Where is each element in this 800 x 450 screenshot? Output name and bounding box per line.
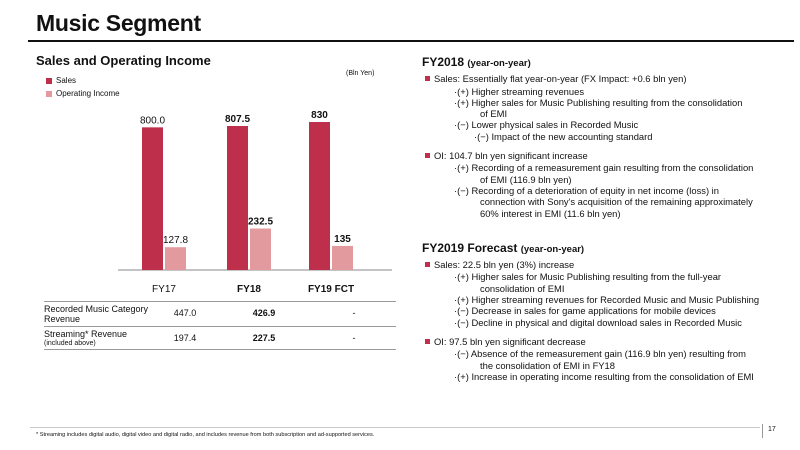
fy2018-heading: FY2018 (year-on-year) — [422, 55, 792, 69]
legend-label-operating-income: Operating Income — [56, 89, 120, 98]
page-title: Music Segment — [36, 10, 201, 36]
table-cell: 227.5 — [216, 326, 312, 350]
chart-title: Sales and Operating Income — [36, 53, 211, 68]
fy2018-oi-item: ·(+) Recording of a remeasurement gain r… — [454, 162, 754, 174]
table-row: Recorded Music Category Revenue 447.0 42… — [44, 301, 396, 327]
table-row-label: Recorded Music Category Revenue — [44, 301, 154, 327]
bar-chart: 800.0 127.8 FY17 807.5 232.5 FY18 830 135 FY19 F… — [118, 110, 392, 295]
table-cell: 426.9 — [216, 301, 312, 327]
bar-operating-income — [332, 245, 353, 270]
data-label-sales: 807.5 — [225, 114, 250, 125]
data-label-sales: 800.0 — [140, 115, 165, 126]
fy2018-sales-item: ·(−) Lower physical sales in Recorded Mu… — [454, 119, 639, 131]
fy2019-oi-bullet: OI: 97.5 bln yen significant decrease — [422, 336, 792, 347]
table-row-label-text: Recorded Music Category Revenue — [44, 304, 149, 324]
table-cell: 197.4 — [154, 326, 216, 350]
fy2019-sales-item: ·(−) Decrease in sales for game applicat… — [454, 305, 716, 317]
bar-operating-income — [250, 228, 271, 270]
unit-note: (Bln Yen) — [346, 70, 375, 77]
fy2019-sales-item-cont: consolidation of EMI — [480, 282, 565, 294]
fy2019-oi-item: ·(+) Increase in operating income result… — [454, 370, 754, 382]
fy2018-sales-item: ·(+) Higher streaming revenues — [454, 85, 585, 97]
fy2019-title-suffix: (year-on-year) — [520, 243, 585, 255]
fy2019-oi-item-cont: the consolidation of EMI in FY18 — [480, 359, 615, 371]
legend-item-operating-income: Operating Income — [46, 87, 120, 100]
fy2018-oi-item-cont: 60% interest in EMI (11.6 bln yen) — [480, 207, 621, 219]
fy2018-sales-subitem: ·(−) Impact of the new accounting standa… — [474, 130, 653, 142]
category-label: FY17 — [152, 284, 176, 295]
fy2018-oi-bullet: OI: 104.7 bln yen significant increase — [422, 150, 792, 161]
fy2018-sales-bullet: Sales: Essentially flat year-on-year (FX… — [422, 73, 792, 84]
table-row-sublabel: (included above) — [44, 340, 96, 347]
legend-label-sales: Sales — [56, 76, 77, 85]
table-cell: - — [312, 301, 396, 327]
data-label-sales: 830 — [311, 110, 328, 121]
fy2018-title: FY2018 — [422, 55, 465, 69]
footnote: * Streaming includes digital audio, digi… — [36, 432, 375, 438]
legend-swatch-operating-income — [46, 90, 52, 97]
table-row-label: Streaming* Revenue (included above) — [44, 326, 154, 350]
legend-item-sales: Sales — [46, 74, 120, 87]
fy2018-sales-item-cont: of EMI — [480, 108, 508, 120]
fy2019-sales-bullet: Sales: 22.5 bln yen (3%) increase — [422, 259, 792, 270]
fy2019-oi-item: ·(−) Absence of the remeasurement gain (… — [454, 348, 746, 360]
table-row: Streaming* Revenue (included above) 197.… — [44, 326, 396, 350]
table-cell: 447.0 — [154, 301, 216, 327]
chart-legend: Sales Operating Income — [46, 74, 120, 100]
page-number-divider — [762, 424, 763, 438]
bar-sales — [309, 122, 330, 270]
footer-divider — [30, 427, 760, 428]
revenue-table: Recorded Music Category Revenue 447.0 42… — [44, 301, 396, 350]
bar-sales — [142, 127, 163, 270]
data-label-operating-income: 135 — [334, 234, 351, 245]
fy2019-sales-item: ·(+) Higher sales for Music Publishing r… — [454, 271, 722, 283]
fy2019-sales-item: ·(+) Higher streaming revenues for Recor… — [454, 294, 760, 306]
bar-sales — [227, 126, 248, 270]
title-divider — [28, 40, 794, 42]
fy2018-oi-item-cont: connection with Sony's acquisition of th… — [480, 196, 753, 208]
data-label-operating-income: 127.8 — [163, 235, 188, 246]
table-row-label-text: Streaming* Revenue — [44, 329, 128, 339]
table-cell: - — [312, 326, 396, 350]
fy2018-oi-item-cont: of EMI (116.9 bln yen) — [480, 173, 572, 185]
fy2018-sales-item: ·(+) Higher sales for Music Publishing r… — [454, 96, 743, 108]
commentary-panel: FY2018 (year-on-year) Sales: Essentially… — [422, 55, 792, 382]
category-label: FY19 FCT — [308, 284, 354, 295]
legend-swatch-sales — [46, 77, 52, 84]
fy2019-heading: FY2019 Forecast (year-on-year) — [422, 240, 792, 255]
category-label: FY18 — [237, 284, 261, 295]
fy2019-sales-item: ·(−) Decline in physical and digital dow… — [454, 316, 742, 328]
fy2018-oi-item: ·(−) Recording of a deterioration of equ… — [454, 184, 719, 196]
bar-operating-income — [165, 247, 186, 270]
data-label-operating-income: 232.5 — [248, 217, 273, 228]
page-number: 17 — [768, 426, 776, 433]
fy2019-title: FY2019 Forecast — [422, 240, 518, 255]
fy2018-title-suffix: (year-on-year) — [467, 58, 531, 69]
